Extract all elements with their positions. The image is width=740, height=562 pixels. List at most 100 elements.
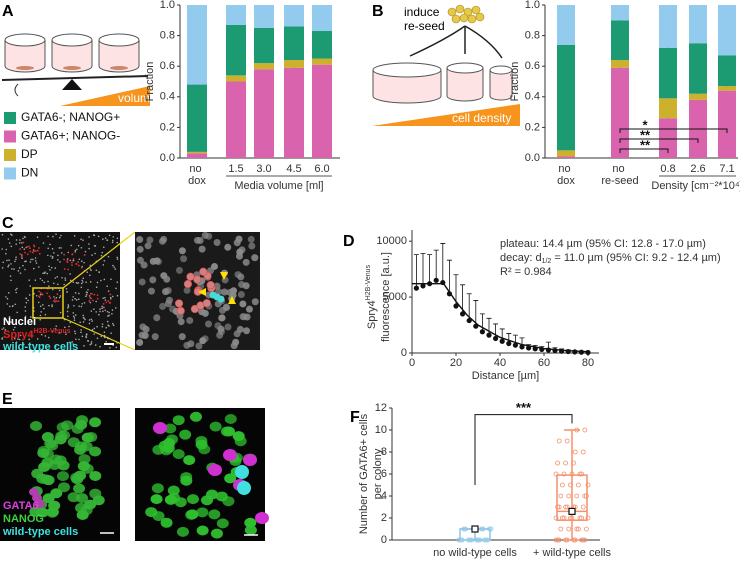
data-point [566,526,572,532]
significance-bracket [619,138,699,143]
nucleus [89,343,92,346]
nanog-cell [92,495,105,506]
nucleus [8,264,10,266]
nucleus [63,283,65,286]
data-point [467,537,473,543]
nanog-cell [244,525,257,536]
nucleus [72,296,75,298]
reporter-cell [71,253,74,256]
nucleus [69,321,72,324]
nucleus [96,281,99,284]
nucleus [115,346,118,349]
nucleus [66,290,68,293]
reporter-cell [202,299,211,308]
nucleus [242,258,250,266]
data-point [440,279,446,286]
data-point [486,332,492,338]
bar-segment [557,156,575,158]
data-point [453,303,459,309]
nanog-cell [37,445,50,456]
data-point [574,493,580,499]
reporter-cell [96,294,99,297]
data-point [568,515,573,521]
nucleus [180,255,188,263]
y-tick-label: 0.0 [525,152,540,164]
nucleus [108,314,110,317]
nanog-cell [209,421,222,432]
nucleus [86,271,89,273]
nucleus [7,265,9,268]
nanog-cell [164,494,177,505]
nucleus [51,257,54,259]
bar-segment [284,67,304,158]
nucleus [54,328,57,330]
nucleus [14,326,16,329]
nucleus [67,315,69,318]
nucleus [93,333,95,335]
nanog-cell [145,507,158,518]
nucleus [58,236,61,239]
y-tick-label: 0.8 [525,30,540,42]
data-point [585,515,591,521]
reporter-cell [89,296,92,299]
nucleus [72,281,75,283]
x-tick-label: no re-seed [601,163,638,187]
nucleus [15,243,17,245]
nucleus [48,265,50,268]
nucleus [67,305,70,308]
nucleus [48,304,50,307]
nucleus [101,325,104,328]
arrow [228,296,236,304]
nucleus [85,293,88,296]
nucleus [90,269,92,272]
nucleus [89,268,91,270]
data-point [526,345,532,351]
reporter-cell [33,250,35,253]
nucleus [7,320,9,323]
nucleus [103,278,106,281]
arrow [198,288,206,296]
nucleus [95,269,98,272]
bar-segment [187,151,207,154]
data-point [466,537,472,543]
nucleus [54,277,57,279]
nucleus [39,314,42,317]
y-tick-label: 0.2 [525,121,540,133]
data-point [571,460,576,466]
data-point [569,515,575,521]
zoom-box [32,287,64,319]
y-axis-label: H2B-Venus [365,264,372,300]
nanog-cell [73,483,86,494]
reporter-cell [38,247,40,249]
nucleus [178,247,186,255]
nucleus [15,258,17,261]
nanog-cell [67,492,80,503]
x-axis-label: Media volume [ml] [234,180,323,192]
nanog-cell [189,411,202,422]
data-point [566,493,572,499]
y-tick-label: 0.0 [160,152,175,164]
data-point [475,537,481,543]
error-bar [440,243,446,283]
nucleus [53,296,55,298]
bar-segment [312,64,332,158]
error-bar [427,254,433,284]
nucleus [27,299,29,302]
nucleus [1,328,3,331]
x-tick-label: 6.0 [314,163,329,175]
nucleus [46,272,48,275]
nucleus [17,270,20,272]
nucleus [73,317,76,319]
nucleus [28,342,31,345]
nucleus [85,334,88,336]
data-point [574,526,580,532]
nucleus [1,233,4,236]
nucleus [21,246,24,249]
reporter-cell [26,253,29,256]
nucleus [19,334,22,337]
nucleus [82,321,85,323]
schematic-label: re-seed [404,19,445,33]
nucleus [66,310,69,313]
nanog-cell [215,491,228,502]
reporter-cell [71,264,73,267]
